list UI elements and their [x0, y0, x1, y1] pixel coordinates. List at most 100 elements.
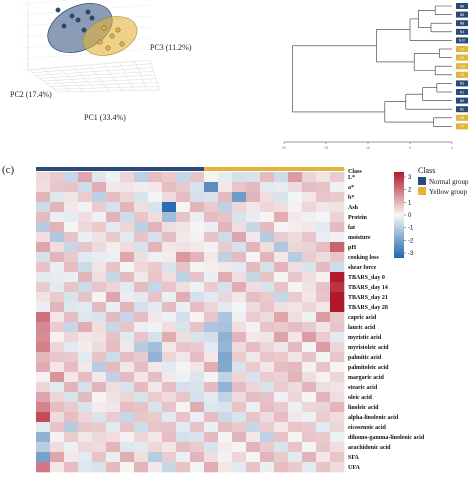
heatmap-cell: [246, 422, 261, 433]
heatmap-cell: [148, 352, 163, 363]
heatmap-cell: [64, 302, 79, 313]
heatmap-cell: [148, 192, 163, 203]
heatmap-cell: [302, 462, 317, 473]
heatmap-cell: [218, 442, 233, 453]
heatmap-cell: [302, 432, 317, 443]
heatmap-cell: [288, 252, 303, 263]
heatmap-cell: [260, 302, 275, 313]
heatmap-cell: [134, 322, 149, 333]
heatmap-cell: [92, 442, 107, 453]
heatmap-cell: [162, 292, 177, 303]
heatmap-cell: [64, 392, 79, 403]
heatmap-cell: [204, 202, 219, 213]
heatmap-cell: [316, 432, 331, 443]
heatmap-row-label: arachidonic acid: [348, 445, 391, 451]
heatmap-cell: [148, 362, 163, 373]
heatmap-legend: Class Normal group Yellow group: [418, 166, 469, 196]
heatmap-cell: [232, 302, 247, 313]
heatmap-cell: [246, 212, 261, 223]
heatmap-cell: [64, 292, 79, 303]
heatmap-cell: [176, 402, 191, 413]
heatmap-cell: [218, 402, 233, 413]
heatmap-cell: [274, 322, 289, 333]
heatmap-cell: [36, 422, 51, 433]
heatmap-cell: [134, 402, 149, 413]
heatmap-cell: [176, 452, 191, 463]
heatmap-cell: [176, 322, 191, 333]
heatmap-cell: [92, 252, 107, 263]
heatmap-cell: [50, 272, 65, 283]
heatmap-cell: [50, 292, 65, 303]
heatmap-cell: [106, 292, 121, 303]
heatmap-cell: [302, 172, 317, 183]
class-bar: [36, 167, 345, 171]
heatmap-cell: [120, 352, 135, 363]
heatmap-cell: [330, 192, 345, 203]
heatmap-cell: [162, 342, 177, 353]
heatmap-cell: [288, 242, 303, 253]
dendrogram-leaf-label: N3: [460, 82, 465, 86]
heatmap-cell: [316, 422, 331, 433]
heatmap-cell: [92, 352, 107, 363]
heatmap-cell: [330, 232, 345, 243]
heatmap-cell: [232, 222, 247, 233]
heatmap-cell: [36, 212, 51, 223]
heatmap-cells: [36, 172, 345, 473]
pca-point-yellow: [115, 27, 121, 33]
pca-point-normal: [75, 17, 81, 23]
heatmap-cell: [64, 282, 79, 293]
heatmap-cell: [204, 282, 219, 293]
heatmap-cell: [302, 342, 317, 353]
heatmap-cell: [260, 372, 275, 383]
heatmap-cell: [36, 452, 51, 463]
heatmap-row-label: oleic acid: [348, 395, 372, 401]
heatmap-cell: [36, 382, 51, 393]
heatmap-cell: [176, 432, 191, 443]
heatmap-cell: [232, 172, 247, 183]
heatmap-cell: [134, 292, 149, 303]
class-bar-cell: [218, 167, 233, 171]
heatmap-cell: [148, 262, 163, 273]
heatmap-cell: [316, 332, 331, 343]
heatmap-cell: [218, 342, 233, 353]
heatmap-cell: [288, 212, 303, 223]
color-scale-tick-label: 0: [408, 213, 412, 219]
heatmap-cell: [274, 362, 289, 373]
color-scale-tick-label: 1: [408, 200, 412, 206]
dendrogram-leaf-label: N4: [460, 30, 465, 34]
heatmap-cell: [190, 212, 205, 223]
heatmap-cell: [162, 232, 177, 243]
heatmap-cell: [50, 212, 65, 223]
heatmap-cell: [204, 192, 219, 203]
heatmap-cell: [232, 322, 247, 333]
heatmap-cell: [288, 292, 303, 303]
heatmap-cell: [232, 182, 247, 193]
heatmap-cell: [246, 232, 261, 243]
heatmap-cell: [190, 342, 205, 353]
heatmap-cell: [218, 242, 233, 253]
heatmap-cell: [120, 442, 135, 453]
heatmap-cell: [36, 232, 51, 243]
color-scale-tick-label: -1: [408, 226, 414, 232]
heatmap-cell: [288, 232, 303, 243]
heatmap-cell: [106, 222, 121, 233]
dendrogram-tick-label: 20: [282, 146, 286, 150]
pca-point-normal: [55, 7, 61, 13]
heatmap-cell: [246, 412, 261, 423]
dendrogram: N6 N5 N8 N4 N10 Y7 Y3 Y10 Y5 N3 N1 N9 N2 Y6 Y7 20 15 10 5 0: [270, 0, 474, 160]
heatmap-cell: [36, 322, 51, 333]
heatmap-cell: [162, 262, 177, 273]
heatmap-cell: [288, 462, 303, 473]
heatmap-cell: [36, 402, 51, 413]
heatmap-cell: [218, 332, 233, 343]
heatmap-cell: [274, 272, 289, 283]
heatmap-cell: [120, 192, 135, 203]
heatmap-cell: [316, 362, 331, 373]
heatmap-cell: [36, 272, 51, 283]
heatmap-row-label: UFA: [348, 465, 361, 471]
heatmap-cell: [274, 312, 289, 323]
heatmap-cell: [162, 322, 177, 333]
dendrogram-leaf-label: Y5: [460, 73, 464, 77]
heatmap-cell: [36, 182, 51, 193]
grid-line: [149, 59, 161, 91]
